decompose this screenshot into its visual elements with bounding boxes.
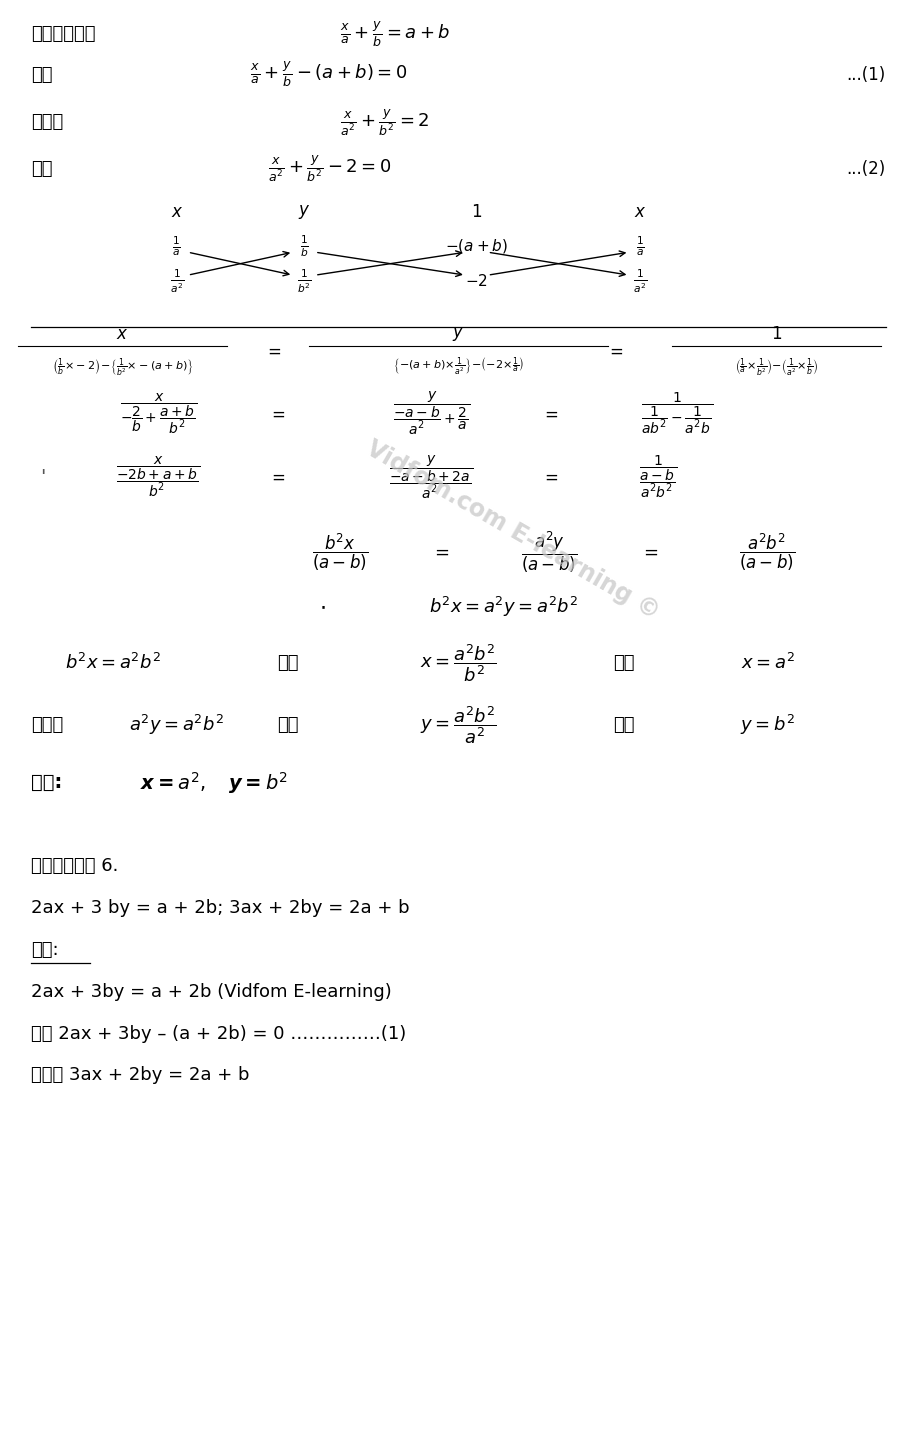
Text: $\dfrac{x}{\dfrac{-2b+a+b}{b^2}}$: $\dfrac{x}{\dfrac{-2b+a+b}{b^2}}$ [116, 455, 201, 499]
Text: समीकरण: समीकरण [31, 26, 96, 44]
Text: $\frac{1}{a}$: $\frac{1}{a}$ [635, 235, 645, 258]
Text: $\frac{x}{a}+\frac{y}{b}-(a+b)=0$: $\frac{x}{a}+\frac{y}{b}-(a+b)=0$ [249, 61, 407, 90]
Text: $\cdot$: $\cdot$ [319, 597, 326, 616]
Text: या 2ax + 3by – (a + 2b) = 0 ……………(1): या 2ax + 3by – (a + 2b) = 0 ……………(1) [31, 1025, 406, 1043]
Text: $x$: $x$ [634, 203, 646, 220]
Text: ...(2): ...(2) [846, 160, 886, 177]
Text: $\dfrac{a^2y}{(a-b)}$: $\dfrac{a^2y}{(a-b)}$ [521, 529, 578, 574]
Text: $y$: $y$ [452, 325, 465, 344]
Text: $=$: $=$ [541, 468, 558, 486]
Text: $=$: $=$ [431, 542, 449, 561]
Text: $\frac{1}{a^2}$: $\frac{1}{a^2}$ [170, 267, 184, 294]
Text: $\left\{-(a+b)\!\times\!\frac{1}{a^2}\right\}\!-\!\left(-2\!\times\!\frac{1}{a}\: $\left\{-(a+b)\!\times\!\frac{1}{a^2}\ri… [393, 357, 524, 378]
Text: $b^2x=a^2y=a^2b^2$: $b^2x=a^2y=a^2b^2$ [429, 594, 579, 619]
Text: $y$: $y$ [298, 203, 310, 220]
Text: तथा: तथा [31, 716, 63, 734]
Text: या: या [277, 716, 298, 734]
Text: $\dfrac{b^2x}{(a-b)}$: $\dfrac{b^2x}{(a-b)}$ [313, 531, 369, 573]
Text: $-(a+b)$: $-(a+b)$ [445, 238, 508, 255]
Text: $\frac{x}{a^2}+\frac{y}{b^2}-2=0$: $\frac{x}{a^2}+\frac{y}{b^2}-2=0$ [268, 154, 392, 184]
Text: $\dfrac{1}{\dfrac{a-b}{a^2b^2}}$: $\dfrac{1}{\dfrac{a-b}{a^2b^2}}$ [639, 454, 678, 500]
Text: तथा: तथा [31, 113, 63, 132]
Text: $x=a^2$: $x=a^2$ [741, 652, 794, 673]
Text: या: या [277, 654, 298, 671]
Text: अत:: अत: [31, 773, 62, 792]
Text: $\frac{1}{b^2}$: $\frac{1}{b^2}$ [297, 267, 312, 294]
Text: $\frac{x}{a}+\frac{y}{b}=a+b$: $\frac{x}{a}+\frac{y}{b}=a+b$ [340, 20, 451, 49]
Text: $\left(\frac{1}{a}\!\times\!\frac{1}{b^2}\right)\!-\!\left(\frac{1}{a^2}\!\times: $\left(\frac{1}{a}\!\times\!\frac{1}{b^2… [735, 357, 818, 378]
Text: $1$: $1$ [471, 203, 482, 220]
Text: Vidfom.com E-learning ©: Vidfom.com E-learning © [362, 436, 664, 625]
Text: $\dfrac{y}{\dfrac{-a-b}{a^2}+\dfrac{2}{a}}$: $\dfrac{y}{\dfrac{-a-b}{a^2}+\dfrac{2}{a… [392, 390, 470, 438]
Text: प्रश्न 6.: प्रश्न 6. [31, 857, 119, 876]
Text: $b^2x=a^2b^2$: $b^2x=a^2b^2$ [65, 652, 161, 673]
Text: या: या [613, 654, 635, 671]
Text: $a^2y=a^2b^2$: $a^2y=a^2b^2$ [129, 713, 225, 737]
Text: $=$: $=$ [606, 342, 624, 360]
Text: $\dfrac{x}{-\dfrac{2}{b}+\dfrac{a+b}{b^2}}$: $\dfrac{x}{-\dfrac{2}{b}+\dfrac{a+b}{b^2… [120, 392, 197, 436]
Text: $\left(\frac{1}{b}\!\times\!-2\right)\!-\!\left\{\frac{1}{b^2}\!\times\!-(a+b)\r: $\left(\frac{1}{b}\!\times\!-2\right)\!-… [51, 357, 193, 378]
Text: $=$: $=$ [268, 468, 285, 486]
Text: तथा 3ax + 2by = 2a + b: तथा 3ax + 2by = 2a + b [31, 1066, 250, 1085]
Text: $\boldsymbol{x=a^2,\quad y=b^2}$: $\boldsymbol{x=a^2,\quad y=b^2}$ [140, 770, 289, 796]
Text: 2ax + 3 by = a + 2b; 3ax + 2by = 2a + b: 2ax + 3 by = a + 2b; 3ax + 2by = 2a + b [31, 899, 410, 916]
Text: $y=b^2$: $y=b^2$ [740, 713, 795, 737]
Text: $=$: $=$ [268, 405, 285, 422]
Text: या: या [31, 65, 53, 84]
Text: $=$: $=$ [263, 342, 281, 360]
Text: $\dfrac{1}{\dfrac{1}{ab^2}-\dfrac{1}{a^2b}}$: $\dfrac{1}{\dfrac{1}{ab^2}-\dfrac{1}{a^2… [641, 392, 713, 436]
Text: $=$: $=$ [541, 405, 558, 422]
Text: $\frac{1}{a^2}$: $\frac{1}{a^2}$ [633, 267, 647, 294]
Text: या: या [613, 716, 635, 734]
Text: ...(1): ...(1) [846, 65, 886, 84]
Text: $\frac{1}{b}$: $\frac{1}{b}$ [300, 233, 308, 260]
Text: ': ' [40, 467, 46, 487]
Text: $y=\dfrac{a^2b^2}{a^2}$: $y=\dfrac{a^2b^2}{a^2}$ [420, 705, 497, 745]
Text: $\dfrac{y}{\dfrac{-a-b+2a}{a^2}}$: $\dfrac{y}{\dfrac{-a-b+2a}{a^2}}$ [389, 454, 473, 500]
Text: $x$: $x$ [116, 325, 128, 344]
Text: $\frac{1}{a}$: $\frac{1}{a}$ [172, 235, 182, 258]
Text: $x=\dfrac{a^2b^2}{b^2}$: $x=\dfrac{a^2b^2}{b^2}$ [420, 642, 497, 684]
Text: $-2$: $-2$ [465, 273, 488, 289]
Text: $=$: $=$ [640, 542, 658, 561]
Text: $1$: $1$ [771, 325, 782, 344]
Text: $\frac{x}{a^2}+\frac{y}{b^2}=2$: $\frac{x}{a^2}+\frac{y}{b^2}=2$ [340, 107, 430, 138]
Text: 2ax + 3by = a + 2b (Vidfom E-learning): 2ax + 3by = a + 2b (Vidfom E-learning) [31, 983, 392, 1000]
Text: $x$: $x$ [171, 203, 183, 220]
Text: हल:: हल: [31, 941, 59, 958]
Text: $\dfrac{a^2b^2}{(a-b)}$: $\dfrac{a^2b^2}{(a-b)}$ [739, 531, 796, 573]
Text: या: या [31, 160, 53, 177]
